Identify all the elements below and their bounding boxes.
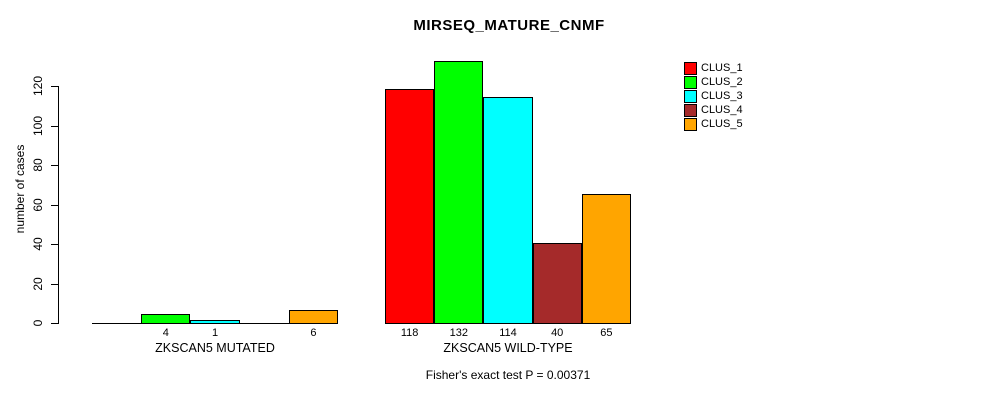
legend-swatch-icon bbox=[684, 89, 697, 103]
legend-swatch-icon bbox=[684, 103, 697, 117]
y-axis-label: number of cases bbox=[13, 144, 27, 234]
legend-item-clus_3: CLUS_3 bbox=[684, 89, 743, 103]
bar-clus_3-mutated bbox=[190, 320, 240, 324]
y-tick-mark bbox=[51, 165, 58, 166]
legend-item-clus_4: CLUS_4 bbox=[684, 103, 743, 117]
y-tick-mark bbox=[51, 244, 58, 245]
legend-item-clus_5: CLUS_5 bbox=[684, 117, 743, 131]
bar-value-label: 4 bbox=[162, 327, 169, 339]
chart-title: MIRSEQ_MATURE_CNMF bbox=[413, 17, 605, 34]
y-tick-mark bbox=[51, 86, 58, 87]
bar-clus_5-mutated bbox=[288, 310, 338, 324]
legend-label: CLUS_3 bbox=[701, 90, 743, 102]
legend-label: CLUS_1 bbox=[701, 62, 743, 74]
y-tick-label: 40 bbox=[31, 237, 45, 251]
y-tick-mark bbox=[51, 283, 58, 285]
y-tick-mark bbox=[51, 204, 58, 206]
y-tick-mark bbox=[51, 125, 58, 127]
bar-value-label: 65 bbox=[600, 327, 613, 339]
y-tick-label: 120 bbox=[31, 75, 45, 97]
bar-clus_2-mutated bbox=[141, 314, 191, 324]
bar-clus_5-wildtype bbox=[581, 193, 631, 324]
bar-value-label: 1 bbox=[211, 327, 219, 339]
legend-item-clus_1: CLUS_1 bbox=[684, 61, 743, 75]
stat-annotation: Fisher's exact test P = 0.00371 bbox=[425, 368, 591, 382]
legend-label: CLUS_5 bbox=[701, 118, 743, 130]
y-tick-label: 60 bbox=[31, 197, 45, 212]
bar-value-label: 118 bbox=[400, 327, 419, 339]
bar-clus_4-wildtype bbox=[532, 243, 582, 324]
bar-value-label: 40 bbox=[551, 327, 564, 339]
legend-swatch-icon bbox=[684, 117, 697, 131]
y-tick-label: 100 bbox=[31, 115, 45, 136]
bar-value-label: 114 bbox=[499, 327, 517, 339]
legend: CLUS_1 CLUS_2 CLUS_3 CLUS_4 CLUS_5 bbox=[684, 61, 743, 131]
legend-label: CLUS_2 bbox=[701, 76, 743, 88]
bar-value-label: 132 bbox=[449, 327, 468, 339]
y-tick-mark bbox=[51, 323, 58, 324]
legend-item-clus_2: CLUS_2 bbox=[684, 75, 743, 89]
y-tick-label: 80 bbox=[31, 158, 45, 172]
bar-value-label: 6 bbox=[310, 327, 317, 339]
y-axis-line bbox=[58, 86, 59, 324]
x-category-label: ZKSCAN5 MUTATED bbox=[155, 341, 275, 355]
bar-clus_1-wildtype bbox=[385, 88, 435, 324]
bar-clus_3-wildtype bbox=[483, 96, 533, 324]
x-category-label: ZKSCAN5 WILD-TYPE bbox=[443, 341, 573, 355]
y-tick-label: 20 bbox=[31, 276, 45, 291]
legend-swatch-icon bbox=[684, 75, 697, 89]
bar-clus_2-wildtype bbox=[434, 61, 484, 324]
legend-label: CLUS_4 bbox=[701, 104, 743, 116]
legend-swatch-icon bbox=[684, 61, 697, 75]
y-tick-label: 0 bbox=[31, 319, 45, 327]
